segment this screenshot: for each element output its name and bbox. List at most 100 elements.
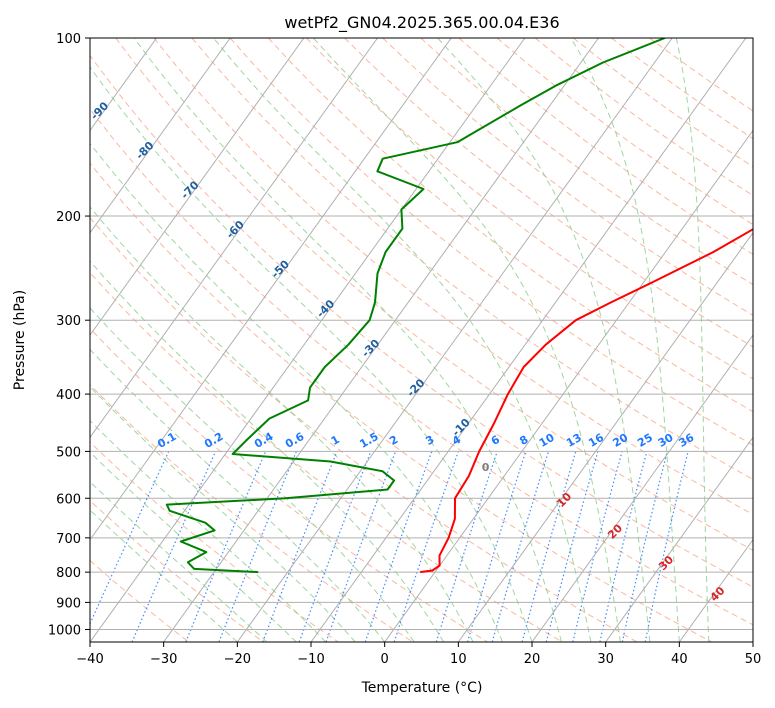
mixing-ratio-label: 1 <box>329 433 342 448</box>
moist-adiabat-line <box>90 481 268 642</box>
mixing-ratio-label: 6 <box>489 433 502 448</box>
y-tick-label: 700 <box>56 532 81 547</box>
mixing-ratio-label: 20 <box>611 431 631 450</box>
chart-title: wetPf2_GN04.2025.365.00.04.E36 <box>284 13 559 33</box>
dry-adiabat-line <box>496 38 753 226</box>
moist-adiabat-line <box>90 419 327 642</box>
x-tick-label: −20 <box>224 652 251 667</box>
dry-adiabat-line <box>90 441 339 642</box>
moist-adiabat-line <box>90 348 386 642</box>
dry-adiabat-line <box>90 108 753 626</box>
isotherm-gridline <box>531 334 753 642</box>
isotherm-gridline <box>457 231 753 642</box>
plot-frame <box>89 37 754 643</box>
mixing-ratio-label: 0.2 <box>202 430 225 451</box>
moist-adiabat-line <box>437 38 651 642</box>
dry-adiabat-line <box>306 38 753 380</box>
isotherm-gridline <box>752 641 753 642</box>
mixing-ratio-line <box>599 451 648 642</box>
mixing-ratio-line <box>435 451 498 642</box>
isotherm-gridline <box>0 38 9 642</box>
isotherm-gridline <box>90 38 526 642</box>
x-tick-label: 30 <box>597 652 614 667</box>
isotherm-label: -30 <box>359 337 382 360</box>
isotherm-label: 30 <box>656 553 676 573</box>
dry-adiabat-line <box>229 38 753 446</box>
y-tick-label: 300 <box>56 314 81 329</box>
x-tick-label: 20 <box>524 652 541 667</box>
temperature-line <box>420 228 753 574</box>
isotherm-label: -40 <box>314 297 337 320</box>
moist-adiabat-line <box>90 260 445 642</box>
mixing-ratio-line <box>644 451 689 642</box>
isotherm-label: -20 <box>404 376 427 399</box>
mixing-ratio-line <box>185 451 267 642</box>
y-axis-title: Pressure (hPa) <box>12 290 28 390</box>
isotherm-gridline <box>678 538 753 642</box>
dry-adiabat-line <box>649 38 753 112</box>
moist-adiabat-line <box>90 66 533 642</box>
isotherm-gridline <box>90 38 305 336</box>
mixing-ratio-line <box>521 451 577 642</box>
y-tick-label: 500 <box>56 445 81 460</box>
mixing-ratio-label: 0.4 <box>252 430 276 451</box>
x-tick-label: 10 <box>450 652 467 667</box>
isotherm-gridline <box>384 129 753 642</box>
x-tick-label: 50 <box>745 652 762 667</box>
dry-adiabat-line <box>611 38 753 140</box>
isotherm-gridline <box>236 38 673 642</box>
isotherm-label: 40 <box>708 584 728 604</box>
mixing-ratio-line <box>545 451 599 642</box>
mixing-ratio-label: 3 <box>423 433 436 448</box>
y-tick-label: 100 <box>56 32 81 47</box>
mixing-ratio-label: 10 <box>537 431 557 450</box>
isotherm-label: -100 <box>40 57 69 86</box>
dry-adiabat-line <box>90 327 488 642</box>
dry-adiabat-line <box>344 38 753 348</box>
y-tick-label: 600 <box>56 492 81 507</box>
mixing-ratio-line <box>364 451 433 642</box>
moist-adiabat-line <box>213 38 592 642</box>
mixing-ratio-line <box>393 451 459 642</box>
x-tick-label: −40 <box>76 652 103 667</box>
isotherm-gridline <box>90 38 378 439</box>
dry-adiabat-line <box>90 384 414 642</box>
dewpoint-line <box>165 38 666 574</box>
isotherm-label: 20 <box>605 521 625 541</box>
mixing-ratio-line <box>572 451 623 642</box>
moist-adiabat-line <box>570 38 680 642</box>
isotherm-label: -80 <box>133 139 156 162</box>
y-axis: 100 200 300 400 500 600 700 800 900 1000 <box>48 32 90 638</box>
mixing-ratio-line <box>466 451 527 642</box>
y-tick-label: 1000 <box>48 623 81 638</box>
moist-adiabat-line <box>90 509 238 642</box>
moist-adiabat-line <box>675 38 710 642</box>
moist-adiabat-line <box>90 206 474 642</box>
dry-adiabat-line <box>90 500 264 642</box>
dry-adiabat-line <box>458 38 753 255</box>
mixing-ratio-line <box>131 451 217 642</box>
isotherm-gridline <box>163 38 599 642</box>
dry-adiabat-line <box>90 271 563 642</box>
dry-adiabat-line <box>153 38 753 515</box>
isotherm-gridline <box>310 38 747 642</box>
thermodynamic-guide-lines <box>90 38 753 642</box>
moist-adiabat-line <box>312 38 621 642</box>
y-tick-label: 400 <box>56 388 81 403</box>
mixing-ratio-line <box>325 451 397 642</box>
x-tick-label: 0 <box>381 652 389 667</box>
isotherm-label: 10 <box>554 490 574 510</box>
mixing-ratio-line <box>218 451 297 642</box>
isotherm-label: -90 <box>88 99 111 122</box>
sounding-series <box>165 38 753 574</box>
moist-adiabat-line <box>90 385 356 642</box>
x-tick-label: −30 <box>150 652 177 667</box>
mixing-ratio-label: 0.1 <box>155 430 178 451</box>
mixing-ratio-line <box>90 451 170 626</box>
grid-lines <box>0 38 753 642</box>
x-axis-title: Temperature (°C) <box>361 680 483 696</box>
mixing-ratio-label: 2 <box>387 433 400 448</box>
y-tick-label: 800 <box>56 566 81 581</box>
isotherm-label: -50 <box>269 257 292 280</box>
